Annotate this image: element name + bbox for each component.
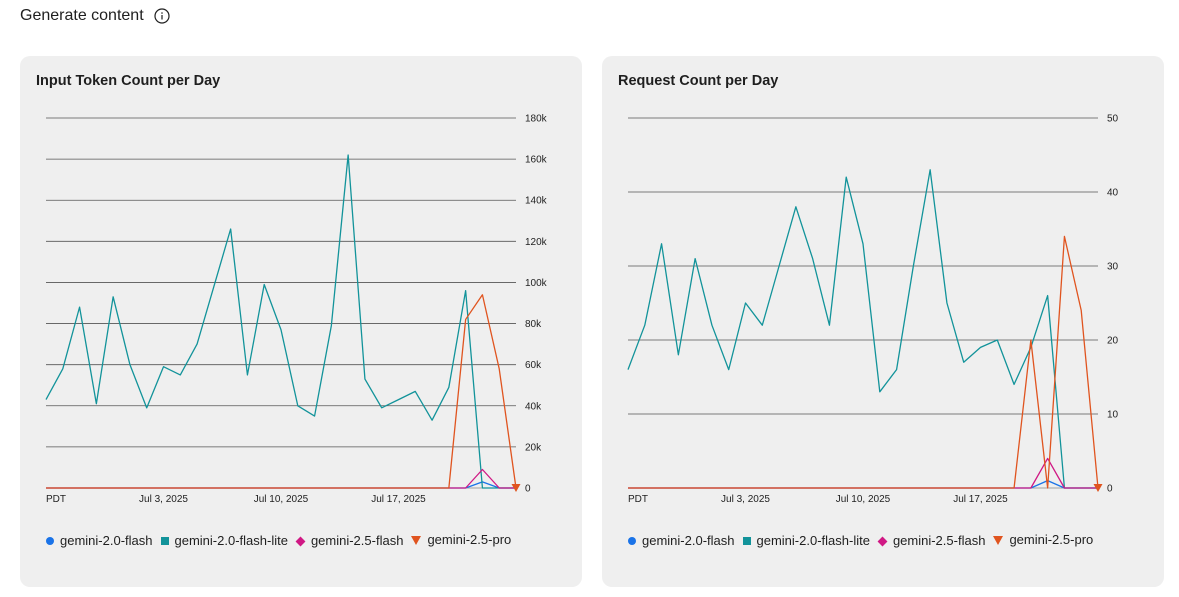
legend-label: gemini-2.0-flash-lite — [756, 532, 870, 548]
legend-item-gemini-2-5-pro[interactable]: gemini-2.5-pro — [411, 528, 511, 552]
x-tick-label: Jul 3, 2025 — [721, 494, 770, 505]
legend-item-gemini-2-5-flash[interactable]: gemini-2.5-flash — [877, 529, 986, 553]
series-line-gemini-2-0-flash[interactable] — [46, 481, 516, 489]
x-tick-label: Jul 17, 2025 — [371, 494, 426, 505]
y-tick-label: 50 — [1107, 114, 1119, 125]
legend-label: gemini-2.5-flash — [310, 533, 404, 548]
x-tick-label: Jul 3, 2025 — [139, 494, 188, 505]
y-tick-label: 20k — [525, 442, 542, 453]
chart-card-request-count: Request Count per Day 0 10 20 30 40 50 PDT Jul … — [602, 56, 1164, 587]
legend-label: gemini-2.5-flash — [892, 533, 986, 548]
legend-label: gemini-2.5-pro — [1009, 532, 1094, 547]
series-line-gemini-2-0-flash-lite[interactable] — [45, 154, 516, 489]
legend-item-gemini-2-0-flash[interactable]: gemini-2.0-flash — [628, 529, 735, 553]
request-count-chart[interactable]: 0 10 20 30 40 50 PDT Jul 3, 2025 Jul 10, 2025 Jul… — [602, 56, 1164, 587]
square-marker-icon — [160, 536, 169, 545]
legend-label: gemini-2.0-flash — [642, 532, 735, 548]
x-tick-label: Jul 17, 2025 — [953, 494, 1008, 505]
square-marker-icon — [742, 536, 751, 545]
legend-label: gemini-2.0-flash — [60, 532, 153, 548]
series-line-gemini-2-5-pro[interactable] — [46, 294, 517, 489]
input-token-chart[interactable]: 0 20k 40k 60k 80k 100k 120k 140k 160k 180k PDT Jul … — [20, 56, 582, 587]
chart-title: Request Count per Day — [618, 73, 779, 89]
y-tick-label: 160k — [525, 155, 548, 166]
series-line-gemini-2-5-flash[interactable] — [628, 457, 1098, 489]
x-tick-label: Jul 10, 2025 — [254, 494, 309, 505]
series-line-gemini-2-5-pro[interactable] — [628, 235, 1099, 489]
legend-item-gemini-2-0-flash[interactable]: gemini-2.0-flash — [46, 529, 153, 553]
legend-label: gemini-2.5-pro — [427, 532, 512, 547]
chart-card-input-tokens: Input Token Count per Day 0 20k 40k 60k 80k 1… — [20, 56, 582, 587]
circle-marker-icon — [46, 536, 54, 545]
triangle-down-marker-icon — [993, 535, 1004, 545]
y-tick-label: 80k — [525, 319, 542, 330]
chart-legend: gemini-2.0-flash gemini-2.0-flash-lite gem… — [628, 528, 1128, 553]
y-tick-label: 180k — [525, 114, 548, 125]
x-tick-label: PDT — [628, 494, 648, 505]
series-line-gemini-2-0-flash-lite[interactable] — [627, 169, 1098, 489]
info-icon[interactable] — [154, 8, 170, 24]
diamond-marker-icon — [877, 536, 888, 546]
y-tick-label: 120k — [525, 237, 548, 248]
diamond-marker-icon — [295, 536, 306, 546]
legend-item-gemini-2-5-flash[interactable]: gemini-2.5-flash — [295, 529, 404, 553]
series-end-marker — [1093, 484, 1103, 492]
chart-legend: gemini-2.0-flash gemini-2.0-flash-lite gem… — [46, 528, 546, 553]
section-header: Generate content — [20, 7, 170, 25]
chart-title: Input Token Count per Day — [36, 73, 221, 89]
y-tick-label: 140k — [525, 196, 548, 207]
y-tick-label: 10 — [1107, 410, 1119, 421]
y-tick-label: 0 — [525, 484, 531, 495]
y-tick-label: 60k — [525, 360, 542, 371]
triangle-down-marker-icon — [411, 535, 422, 545]
legend-item-gemini-2-0-flash-lite[interactable]: gemini-2.0-flash-lite — [160, 529, 288, 553]
section-title: Generate content — [20, 7, 144, 24]
legend-label: gemini-2.0-flash-lite — [174, 532, 288, 548]
x-tick-label: Jul 10, 2025 — [836, 494, 891, 505]
y-tick-label: 0 — [1107, 484, 1113, 495]
y-tick-label: 20 — [1107, 336, 1119, 347]
series-line-gemini-2-0-flash[interactable] — [628, 479, 1098, 489]
y-tick-label: 40k — [525, 401, 542, 412]
circle-marker-icon — [628, 536, 636, 545]
legend-item-gemini-2-0-flash-lite[interactable]: gemini-2.0-flash-lite — [742, 529, 870, 553]
series-end-marker — [511, 484, 521, 492]
y-tick-label: 30 — [1107, 262, 1119, 273]
y-tick-label: 100k — [525, 278, 548, 289]
legend-item-gemini-2-5-pro[interactable]: gemini-2.5-pro — [993, 528, 1093, 552]
y-tick-label: 40 — [1107, 188, 1119, 199]
x-tick-label: PDT — [46, 494, 66, 505]
series-line-gemini-2-5-flash[interactable] — [46, 468, 516, 489]
